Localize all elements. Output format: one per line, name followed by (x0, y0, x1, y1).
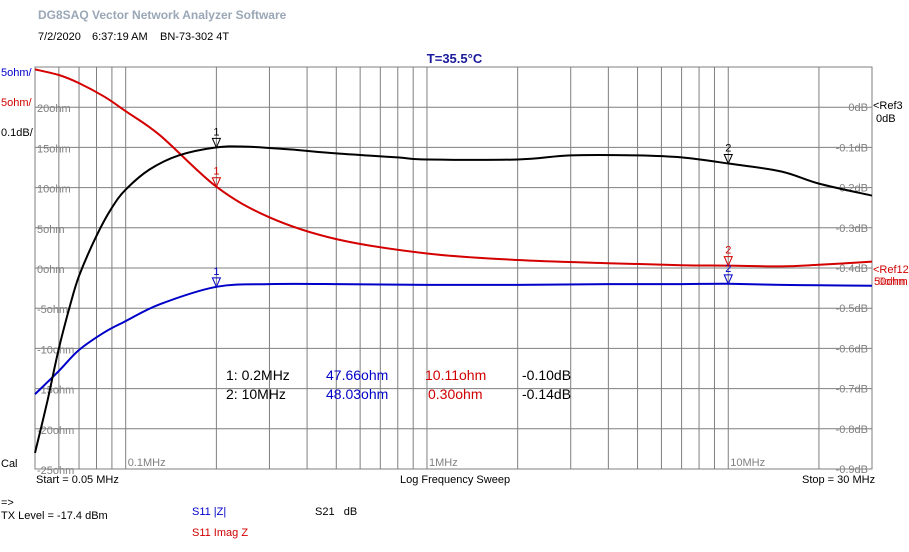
ref1-label: <Ref12 (873, 264, 909, 276)
ref2-value: 0ohm (878, 276, 906, 288)
right-tick-label: -0.9dB (836, 464, 868, 476)
marker-label: 1 (213, 266, 219, 278)
marker-triangle (211, 177, 222, 188)
right-tick-label: -0.4dB (836, 263, 868, 275)
s11-z-scale: 5ohm/ (1, 67, 32, 79)
ref1-value: 50ohm (874, 276, 908, 288)
left-tick-label: -15ohm (37, 385, 74, 397)
marker-label: 1 (213, 126, 219, 138)
right-tick-label: -0.2dB (836, 183, 868, 195)
marker-label: 2 (725, 142, 731, 154)
readout-row2-imag: 0.30ohm (428, 386, 483, 402)
right-tick-label: -0.5dB (836, 303, 868, 315)
header-date: 7/2/2020 (38, 31, 81, 43)
cal-label: Cal (1, 458, 18, 470)
x-tick-label: 0.1MHz (128, 457, 166, 469)
status-arrow: => (1, 497, 14, 509)
left-tick-label: 15ohm (37, 143, 71, 155)
marker-label: 2 (725, 263, 731, 275)
x-tick-label: 10MHz (730, 457, 765, 469)
left-tick-label: -10ohm (37, 344, 74, 356)
temperature-label: T=35.5°C (426, 51, 483, 66)
readout-row1-imag: 10.11ohm (425, 367, 487, 383)
readout-row1-z: 47.66ohm (326, 367, 389, 383)
right-tick-label: -0.1dB (836, 142, 868, 154)
right-tick-label: 0dB (848, 102, 868, 114)
start-frequency: Start = 0.05 MHz (36, 474, 119, 486)
s11-imag-trace (34, 68, 873, 268)
right-tick-label: -0.3dB (836, 223, 868, 235)
readout-row1-db: -0.10dB (522, 367, 572, 383)
legend-s11-imag[interactable]: S11 Imag Z (192, 527, 249, 539)
readout-row1-freq: 1: 0.2MHz (226, 367, 290, 383)
ref3-value: 0dB (876, 113, 896, 125)
legend-s21[interactable]: S21 dB (315, 506, 358, 518)
marker-triangle (211, 137, 222, 149)
readout-row2-db: -0.14dB (522, 386, 572, 402)
app-title: DG8SAQ Vector Network Analyzer Software (38, 8, 287, 22)
left-tick-label: -25ohm (37, 465, 74, 477)
marker-triangle (723, 274, 734, 286)
marker-label: 2 (725, 245, 731, 257)
stop-frequency: Stop = 30 MHz (802, 474, 876, 486)
readout-row2-z: 48.03ohm (326, 386, 389, 402)
left-tick-label: 5ohm (37, 224, 65, 236)
s21-scale: 0.1dB/ (1, 127, 33, 139)
sweep-type: Log Frequency Sweep (400, 474, 511, 486)
ref3-label: <Ref3 (873, 100, 903, 112)
s21-trace (34, 145, 873, 454)
marker-label: 1 (213, 166, 219, 178)
marker-triangle (723, 153, 734, 165)
header-device: BN-73-302 4T (160, 31, 230, 43)
left-tick-label: 20ohm (37, 103, 71, 115)
tx-level: TX Level = -17.4 dBm (1, 510, 108, 522)
right-tick-label: -0.7dB (836, 384, 868, 396)
x-tick-label: 1MHz (429, 457, 458, 469)
right-tick-label: -0.8dB (836, 424, 868, 436)
marker-triangle (723, 256, 734, 267)
marker-triangle (211, 277, 222, 289)
left-tick-label: 10ohm (37, 184, 71, 196)
left-tick-label: -20ohm (37, 425, 74, 437)
s11-z-trace (34, 282, 873, 395)
left-tick-label: -5ohm (37, 304, 68, 316)
legend-s11-z[interactable]: S11 |Z| (192, 506, 227, 518)
s11-imag-scale: 5ohm/ (1, 97, 32, 109)
readout-row2-freq: 2: 10MHz (226, 386, 286, 402)
left-tick-label: 0ohm (37, 264, 65, 276)
header-time: 6:37:19 AM (92, 31, 148, 43)
right-tick-label: -0.6dB (836, 343, 868, 355)
